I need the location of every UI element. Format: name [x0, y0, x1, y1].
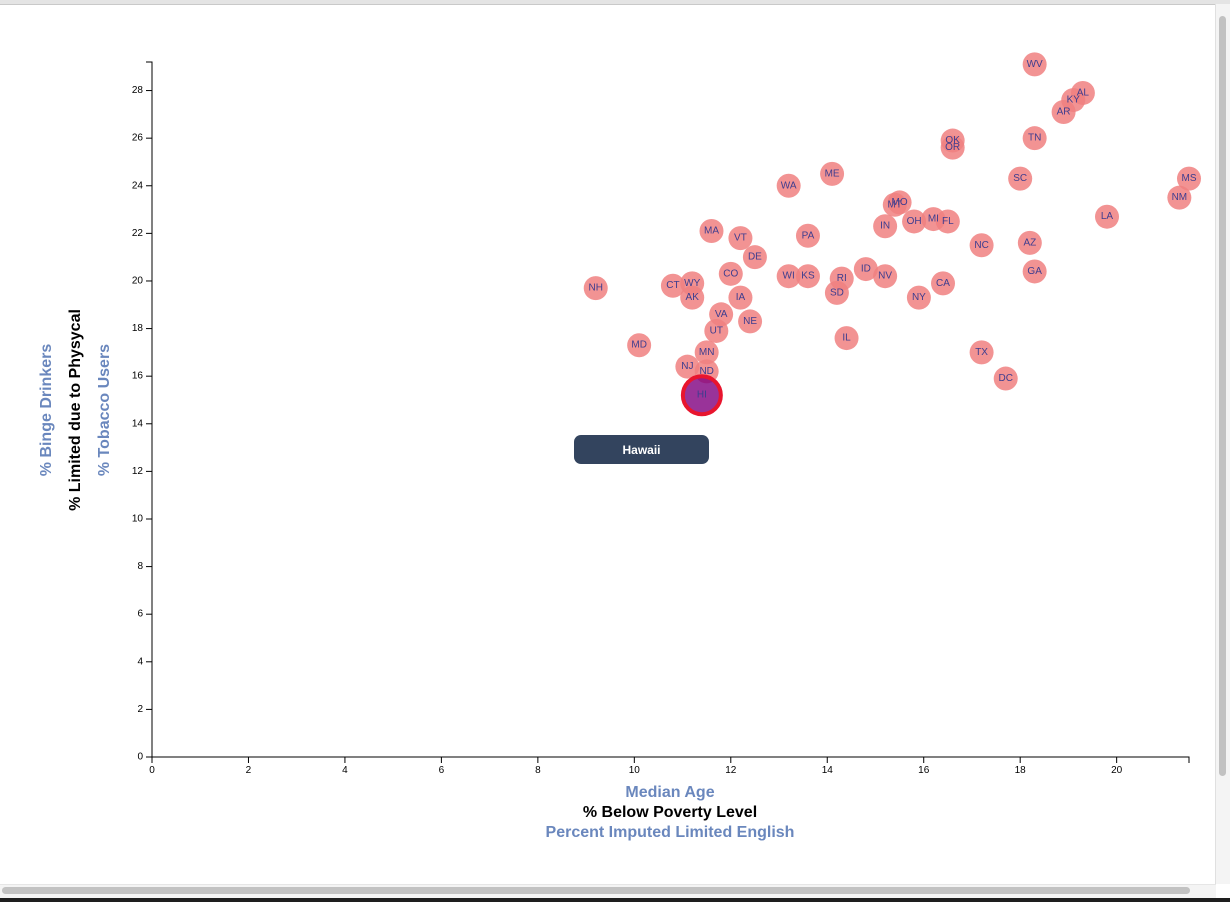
state-point-ct[interactable]	[660, 273, 685, 298]
x-axis-title-option[interactable]: Percent Imputed Limited English	[546, 824, 795, 841]
y-tick-label: 10	[132, 513, 144, 524]
vertical-scrollbar-thumb[interactable]	[1219, 16, 1226, 776]
state-point-dc[interactable]	[993, 366, 1018, 391]
y-tick-label: 28	[132, 85, 144, 96]
x-axis-title-option[interactable]: % Below Poverty Level	[583, 804, 757, 821]
state-point-fl[interactable]	[935, 209, 960, 234]
y-tick-label: 22	[132, 228, 144, 239]
y-tick-label: 16	[132, 371, 144, 382]
state-point-ut[interactable]	[704, 318, 729, 343]
x-tick-label: 12	[725, 765, 737, 776]
x-tick-label: 20	[1111, 765, 1123, 776]
state-point-nv[interactable]	[873, 264, 898, 289]
state-point-ga[interactable]	[1022, 259, 1047, 284]
state-point-ms[interactable]	[1177, 166, 1201, 191]
x-tick-label: 0	[149, 765, 155, 776]
state-point-hi[interactable]	[680, 374, 723, 417]
state-point-co[interactable]	[718, 261, 743, 286]
state-point-az[interactable]	[1017, 230, 1042, 255]
state-point-nh[interactable]	[583, 276, 608, 301]
state-point-id[interactable]	[853, 257, 878, 282]
state-point-nj[interactable]	[675, 354, 700, 379]
state-point-mn[interactable]	[694, 340, 719, 365]
x-tick-label: 6	[439, 765, 445, 776]
x-tick-label: 16	[918, 765, 930, 776]
window-bottom-edge	[0, 898, 1230, 902]
state-point-me[interactable]	[820, 161, 845, 186]
state-point-ar[interactable]	[1051, 99, 1076, 124]
state-point-ny[interactable]	[906, 285, 931, 310]
y-tick-label: 20	[132, 275, 144, 286]
y-tick-label: 2	[137, 704, 143, 715]
state-point-nc[interactable]	[969, 233, 994, 258]
state-point-sd[interactable]	[824, 280, 849, 305]
state-point-tn[interactable]	[1022, 126, 1047, 151]
browser-frame-top	[0, 0, 1230, 5]
state-point-or[interactable]	[940, 135, 965, 160]
state-point-ne[interactable]	[738, 309, 763, 334]
x-axis-line	[151, 756, 1190, 763]
state-point-wa[interactable]	[776, 173, 801, 198]
x-axis-title-option[interactable]: Median Age	[625, 784, 714, 801]
tooltip-text: Hawaii	[622, 442, 661, 457]
x-axis-titles: Median Age % Below Poverty Level Percent I…	[546, 784, 795, 841]
x-tick-label: 8	[535, 765, 541, 776]
y-tick-label: 6	[137, 609, 143, 620]
state-point-md[interactable]	[627, 333, 652, 358]
state-point-vt[interactable]	[728, 226, 753, 251]
tooltip: Hawaii	[574, 435, 709, 464]
state-point-wv[interactable]	[1022, 52, 1047, 77]
y-axis-line	[146, 61, 153, 758]
state-point-nm[interactable]	[1167, 185, 1192, 210]
y-tick-label: 18	[132, 323, 144, 334]
state-point-ca[interactable]	[931, 271, 956, 296]
x-tick-label: 2	[246, 765, 252, 776]
y-tick-label: 26	[132, 133, 144, 144]
y-tick-label: 0	[137, 752, 143, 763]
state-point-ia[interactable]	[728, 285, 753, 310]
state-point-ak[interactable]	[680, 285, 705, 310]
state-point-wi[interactable]	[776, 264, 801, 289]
state-point-ks[interactable]	[795, 264, 820, 289]
state-point-pa[interactable]	[795, 223, 820, 248]
y-axis-title-option[interactable]: % Tobacco Users	[96, 344, 113, 476]
state-point-oh[interactable]	[902, 209, 927, 234]
y-tick-label: 4	[137, 656, 143, 667]
x-tick-label: 14	[822, 765, 834, 776]
y-tick-label: 8	[137, 561, 143, 572]
state-point-il[interactable]	[834, 326, 859, 351]
state-point-in[interactable]	[873, 214, 898, 239]
state-point-ma[interactable]	[699, 218, 724, 243]
x-tick-label: 10	[629, 765, 641, 776]
y-axis-titles: % Binge Drinkers % Limited due to Physyca…	[38, 309, 113, 511]
state-point-de[interactable]	[742, 245, 767, 270]
state-point-la[interactable]	[1095, 204, 1120, 229]
y-axis-title-option[interactable]: % Limited due to Physycal	[67, 309, 84, 511]
x-axis: 0 2 4 6 8 10 12 14 16 18 20	[149, 756, 1190, 776]
state-point-mt[interactable]	[882, 192, 907, 217]
x-tick-label: 18	[1015, 765, 1027, 776]
horizontal-scrollbar-thumb[interactable]	[2, 887, 1190, 894]
y-axis-title-option[interactable]: % Binge Drinkers	[38, 344, 55, 477]
state-point-tx[interactable]	[969, 340, 994, 365]
x-tick-label: 4	[342, 765, 348, 776]
y-tick-label: 24	[132, 180, 144, 191]
y-tick-label: 12	[132, 466, 144, 477]
state-point-sc[interactable]	[1008, 166, 1033, 191]
y-tick-label: 14	[132, 418, 144, 429]
